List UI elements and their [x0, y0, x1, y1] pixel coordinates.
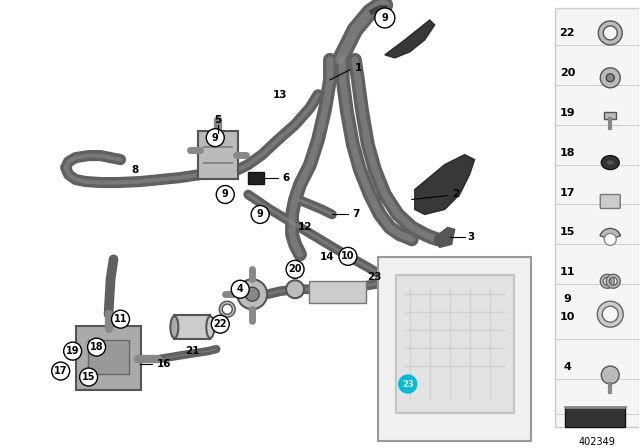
- Circle shape: [206, 129, 224, 146]
- Circle shape: [88, 338, 106, 356]
- Wedge shape: [600, 228, 621, 239]
- FancyBboxPatch shape: [604, 112, 616, 119]
- Text: 4: 4: [237, 284, 244, 294]
- Text: 12: 12: [298, 222, 312, 233]
- Text: 17: 17: [559, 188, 575, 198]
- Text: 8: 8: [132, 164, 139, 175]
- Text: 7: 7: [352, 210, 359, 220]
- Text: 21: 21: [185, 346, 200, 356]
- Text: 18: 18: [90, 342, 104, 352]
- FancyBboxPatch shape: [76, 326, 141, 390]
- FancyBboxPatch shape: [174, 315, 211, 339]
- Text: 16: 16: [156, 359, 171, 369]
- FancyBboxPatch shape: [309, 281, 366, 303]
- Ellipse shape: [606, 159, 614, 166]
- Circle shape: [375, 8, 395, 28]
- Text: 22: 22: [214, 319, 227, 329]
- Circle shape: [237, 279, 267, 309]
- Text: 20: 20: [288, 264, 302, 274]
- Text: 3: 3: [468, 233, 475, 242]
- FancyBboxPatch shape: [600, 194, 620, 208]
- Polygon shape: [435, 228, 454, 247]
- Circle shape: [245, 287, 259, 301]
- Text: 4: 4: [563, 362, 572, 372]
- FancyBboxPatch shape: [198, 131, 238, 179]
- Text: 11: 11: [114, 314, 127, 324]
- Text: 9: 9: [222, 190, 228, 199]
- FancyBboxPatch shape: [378, 257, 531, 441]
- Circle shape: [211, 315, 229, 333]
- Circle shape: [606, 74, 614, 82]
- FancyBboxPatch shape: [248, 172, 264, 184]
- Text: 10: 10: [341, 251, 355, 261]
- Text: 19: 19: [66, 346, 79, 356]
- Text: 9: 9: [563, 294, 572, 304]
- FancyBboxPatch shape: [565, 407, 625, 427]
- Text: 9: 9: [381, 13, 388, 23]
- Text: 14: 14: [319, 252, 334, 263]
- Circle shape: [79, 368, 97, 386]
- Text: 10: 10: [559, 312, 575, 322]
- Text: 2: 2: [452, 190, 459, 199]
- Text: 15: 15: [82, 372, 95, 382]
- Circle shape: [251, 206, 269, 224]
- Ellipse shape: [601, 155, 620, 169]
- Text: 9: 9: [257, 210, 264, 220]
- Text: 9: 9: [212, 133, 219, 142]
- Text: 22: 22: [559, 28, 575, 38]
- Circle shape: [286, 280, 304, 298]
- Ellipse shape: [206, 316, 214, 338]
- Circle shape: [604, 233, 616, 246]
- FancyBboxPatch shape: [396, 275, 513, 413]
- FancyBboxPatch shape: [556, 8, 639, 427]
- Text: 20: 20: [559, 68, 575, 78]
- Circle shape: [601, 366, 620, 384]
- Text: 18: 18: [559, 148, 575, 158]
- Text: 15: 15: [559, 228, 575, 237]
- Text: 23: 23: [367, 272, 382, 282]
- FancyBboxPatch shape: [88, 340, 129, 374]
- Text: 1: 1: [355, 63, 362, 73]
- Circle shape: [63, 342, 82, 360]
- Text: 11: 11: [559, 267, 575, 277]
- Ellipse shape: [170, 316, 179, 338]
- Circle shape: [231, 280, 249, 298]
- Text: 17: 17: [54, 366, 67, 376]
- Circle shape: [52, 362, 70, 380]
- Circle shape: [111, 310, 129, 328]
- Text: 402349: 402349: [579, 437, 616, 447]
- Text: 19: 19: [559, 108, 575, 118]
- Polygon shape: [385, 20, 435, 58]
- Text: 13: 13: [273, 90, 287, 100]
- Text: 5: 5: [214, 115, 222, 125]
- Polygon shape: [415, 155, 475, 215]
- Circle shape: [399, 375, 417, 393]
- Circle shape: [600, 68, 620, 88]
- Circle shape: [339, 247, 357, 265]
- Text: 23: 23: [402, 379, 413, 388]
- Circle shape: [286, 260, 304, 278]
- Text: 6: 6: [282, 172, 289, 182]
- Circle shape: [216, 185, 234, 203]
